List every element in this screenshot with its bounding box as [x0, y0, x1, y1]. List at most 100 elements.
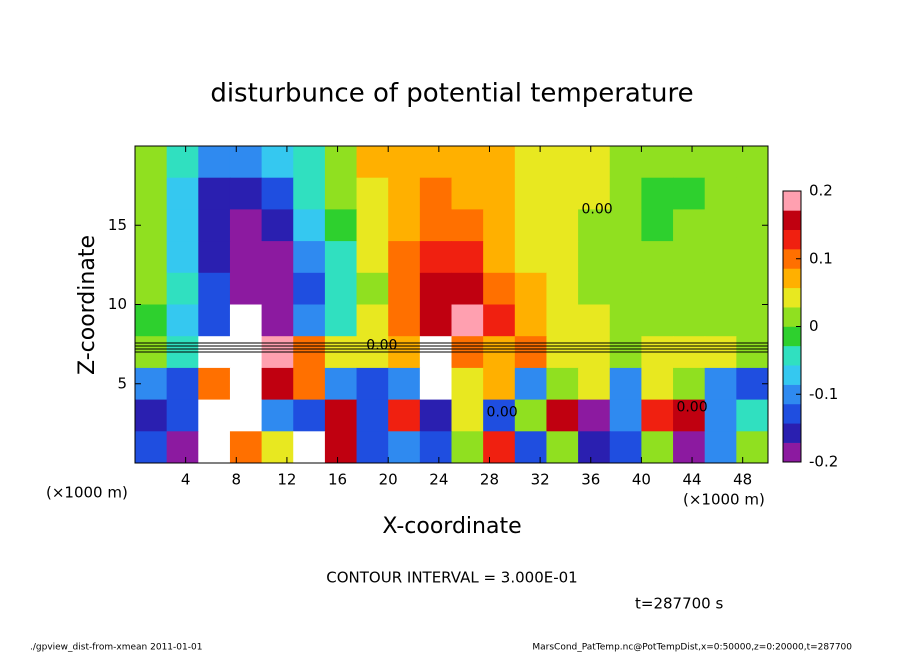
heatmap-cell	[261, 367, 294, 401]
heatmap-cell	[229, 241, 263, 274]
heatmap-cell	[166, 367, 199, 401]
heatmap-cell	[578, 177, 611, 210]
heatmap-cell	[388, 304, 421, 337]
heatmap-cell	[736, 241, 769, 274]
heatmap-cell	[483, 304, 516, 337]
y-tick-label: 10	[108, 295, 127, 313]
heatmap-cell	[198, 209, 231, 242]
heatmap-cell	[704, 367, 737, 401]
heatmap-cell	[166, 177, 199, 210]
heatmap-cell	[261, 431, 294, 464]
heatmap-cell	[293, 367, 326, 401]
heatmap-cell	[609, 304, 642, 337]
heatmap-cell	[166, 399, 199, 432]
heatmap-cell	[261, 304, 294, 337]
heatmap-cell	[356, 146, 389, 179]
heatmap-cell	[578, 272, 611, 305]
heatmap-cell	[546, 399, 579, 432]
heatmap-cell	[356, 399, 389, 432]
heatmap-cell	[388, 241, 421, 274]
heatmap-cell	[229, 399, 263, 432]
heatmap-cell	[673, 399, 706, 432]
heatmap-cell	[419, 367, 452, 401]
x-tick-label: 28	[480, 471, 499, 489]
heatmap-cell	[641, 304, 674, 337]
x-axis-label: X-coordinate	[382, 514, 521, 539]
heatmap-cell	[641, 399, 674, 432]
heatmap-cell	[135, 304, 168, 337]
heatmap-cell	[324, 272, 358, 305]
colorbar-segment	[783, 442, 801, 463]
heatmap-cell	[356, 367, 389, 401]
heatmap-cell	[451, 209, 484, 242]
contour-label: 0.00	[582, 201, 613, 217]
heatmap-cell	[641, 241, 674, 274]
heatmap-cell	[419, 241, 452, 274]
contour-label: 0.00	[366, 338, 397, 354]
heatmap-cell	[514, 272, 547, 305]
colorbar-segment	[783, 268, 801, 289]
heatmap-cell	[736, 304, 769, 337]
colorbar-tick-label: 0	[809, 317, 819, 335]
heatmap-cell	[293, 146, 326, 179]
heatmap-cell	[514, 209, 547, 242]
heatmap-cell	[578, 146, 611, 179]
heatmap-cell	[736, 431, 769, 464]
colorbar-segment	[783, 249, 801, 269]
heatmap-cell	[451, 272, 484, 305]
heatmap-cell	[198, 367, 231, 401]
heatmap-cell	[293, 399, 326, 432]
heatmap-cell	[704, 209, 737, 242]
heatmap-cell	[229, 431, 263, 464]
heatmap-cell	[293, 209, 326, 242]
heatmap	[135, 146, 769, 464]
colorbar-segment	[783, 403, 801, 424]
heatmap-cell	[578, 241, 611, 274]
heatmap-cell	[451, 304, 484, 337]
heatmap-cell	[578, 367, 611, 401]
heatmap-cell	[609, 177, 642, 210]
time-note: t=287700 s	[635, 595, 723, 613]
heatmap-cell	[388, 177, 421, 210]
heatmap-cell	[388, 272, 421, 305]
heatmap-cell	[578, 399, 611, 432]
heatmap-cell	[673, 209, 706, 242]
heatmap-cell	[609, 209, 642, 242]
heatmap-cell	[641, 177, 674, 210]
heatmap-cell	[451, 367, 484, 401]
heatmap-cell	[578, 209, 611, 242]
heatmap-cell	[261, 209, 294, 242]
heatmap-cell	[483, 146, 516, 179]
heatmap-cell	[483, 272, 516, 305]
heatmap-cell	[293, 304, 326, 337]
heatmap-cell	[324, 241, 358, 274]
contour-label: 0.00	[487, 404, 518, 420]
x-tick-label: 48	[733, 471, 752, 489]
heatmap-cell	[546, 272, 579, 305]
heatmap-cell	[641, 209, 674, 242]
colorbar-tick-label: 0.1	[809, 249, 833, 267]
heatmap-cell	[198, 146, 231, 179]
heatmap-cell	[261, 177, 294, 210]
x-tick-label: 44	[682, 471, 701, 489]
heatmap-cell	[419, 146, 452, 179]
heatmap-cell	[451, 431, 484, 464]
heatmap-cell	[673, 177, 706, 210]
heatmap-cell	[546, 209, 579, 242]
heatmap-cell	[419, 177, 452, 210]
footer-right: MarsCond_PatTemp.nc@PotTempDist,x=0:5000…	[532, 643, 852, 653]
heatmap-cell	[704, 399, 737, 432]
y-tick-label: 15	[108, 216, 127, 234]
colorbar-segment	[783, 423, 801, 443]
colorbar-tick-label: 0.2	[809, 182, 833, 200]
heatmap-cell	[704, 241, 737, 274]
heatmap-cell	[546, 146, 579, 179]
heatmap-cell	[546, 367, 579, 401]
colorbar-segment	[783, 384, 801, 405]
heatmap-cell	[198, 399, 231, 432]
heatmap-cell	[166, 241, 199, 274]
heatmap-cell	[356, 177, 389, 210]
colorbar-segment	[783, 229, 801, 250]
heatmap-cell	[673, 272, 706, 305]
heatmap-cell	[198, 431, 231, 464]
